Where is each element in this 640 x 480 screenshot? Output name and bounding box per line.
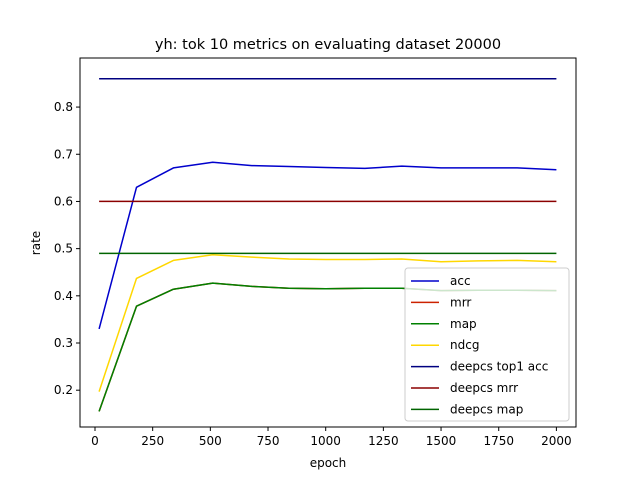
x-tick-label: 0	[91, 434, 99, 448]
y-tick-label: 0.3	[54, 336, 73, 350]
y-tick-label: 0.6	[54, 194, 73, 208]
legend-label-map: map	[450, 317, 477, 331]
legend-label-mrr: mrr	[450, 295, 471, 309]
y-tick-label: 0.2	[54, 383, 73, 397]
legend-label-ndcg: ndcg	[450, 338, 479, 352]
y-tick-label: 0.5	[54, 242, 73, 256]
series-layer	[98, 78, 557, 412]
y-axis: 0.2 0.3 0.4 0.5 0.6 0.7 0.8	[54, 100, 80, 397]
y-tick-label: 0.4	[54, 289, 73, 303]
y-tick-label: 0.7	[54, 147, 73, 161]
y-axis-label: rate	[29, 231, 43, 255]
legend-label-deepcs-mrr: deepcs mrr	[450, 381, 518, 395]
legend-label-deepcs-top1-acc: deepcs top1 acc	[450, 360, 548, 374]
y-tick-label: 0.8	[54, 100, 73, 114]
x-tick-label: 2000	[541, 434, 572, 448]
legend: acc mrr map ndcg deepcs top1 acc deepcs mrr de…	[404, 267, 570, 422]
legend-label-acc: acc	[450, 274, 471, 288]
x-tick-label: 250	[141, 434, 164, 448]
chart-title: yh: tok 10 metrics on evaluating dataset…	[155, 37, 501, 53]
x-tick-label: 500	[199, 434, 222, 448]
legend-label-deepcs-map: deepcs map	[450, 402, 523, 416]
legend-box	[404, 267, 570, 422]
plot-frame	[79, 57, 577, 428]
x-tick-label: 1250	[368, 434, 399, 448]
x-tick-label: 1000	[310, 434, 341, 448]
x-tick-label: 1750	[483, 434, 514, 448]
x-tick-label: 750	[257, 434, 280, 448]
x-tick-label: 1500	[426, 434, 457, 448]
x-axis-label: epoch	[310, 456, 347, 470]
x-axis: 0 250 500 750 1000 1250 1500 1750 2000	[91, 427, 572, 448]
series-line-acc	[98, 161, 557, 330]
series-line-ndcg	[98, 254, 557, 392]
